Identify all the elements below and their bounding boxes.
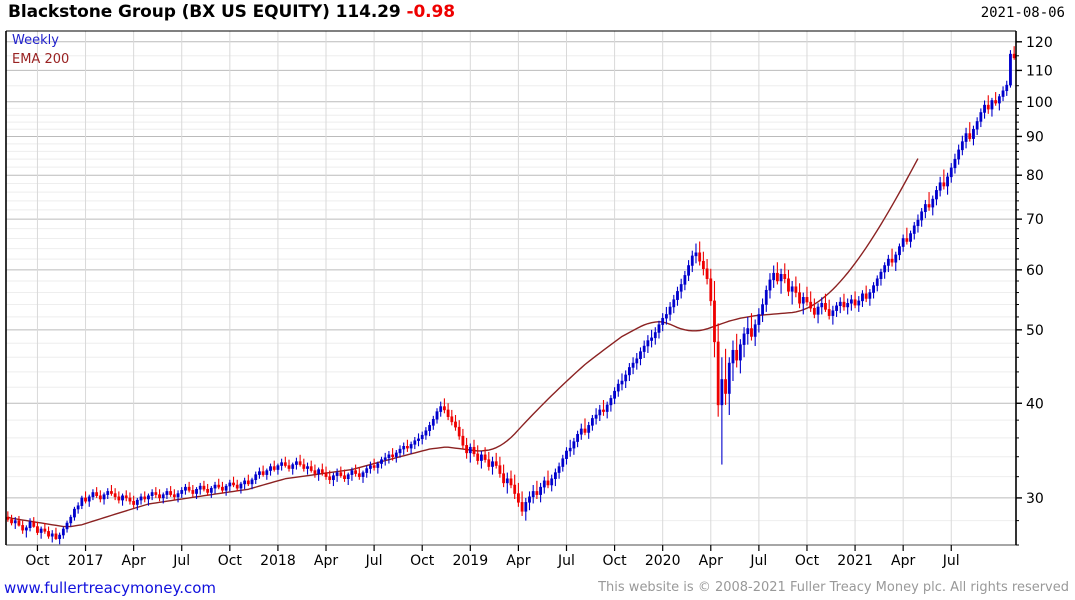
svg-text:2020: 2020 (645, 553, 681, 569)
svg-text:2019: 2019 (452, 553, 488, 569)
svg-text:Apr: Apr (699, 553, 723, 569)
svg-text:Jul: Jul (172, 553, 190, 569)
svg-text:70: 70 (1026, 212, 1044, 228)
svg-text:Apr: Apr (506, 553, 530, 569)
svg-text:40: 40 (1026, 396, 1044, 412)
svg-text:Jul: Jul (365, 553, 383, 569)
svg-text:Oct: Oct (795, 553, 820, 569)
page-title: Blackstone Group (BX US EQUITY) 114.29 -… (8, 2, 455, 22)
as-of-date: 2021-08-06 (980, 5, 1065, 21)
svg-text:Oct: Oct (410, 553, 435, 569)
x-axis-labels: Oct 2017 Apr Jul Oct 2018 Apr Jul Oct 2019 Apr Jul O… (25, 545, 960, 569)
svg-text:30: 30 (1026, 491, 1044, 507)
svg-text:Oct: Oct (602, 553, 627, 569)
grid-major-group (6, 41, 1016, 499)
price-change: -0.98 (406, 2, 455, 22)
svg-text:Jul: Jul (557, 553, 575, 569)
svg-text:2017: 2017 (68, 553, 104, 569)
grid-minor-group (6, 55, 1016, 546)
site-url[interactable]: www.fullertreacymoney.com (4, 579, 217, 597)
svg-text:Oct: Oct (218, 553, 243, 569)
grid-vertical-group (36, 31, 952, 545)
svg-text:Apr: Apr (314, 553, 338, 569)
svg-text:Jul: Jul (749, 553, 767, 569)
svg-text:50: 50 (1026, 323, 1044, 339)
svg-text:100: 100 (1026, 95, 1053, 111)
last-price: 114.29 (335, 2, 401, 22)
svg-text:2018: 2018 (260, 553, 296, 569)
svg-text:110: 110 (1026, 63, 1053, 79)
svg-text:60: 60 (1026, 263, 1044, 279)
svg-text:Jul: Jul (942, 553, 960, 569)
candlestick-series (6, 46, 1016, 545)
legend-ema-200: EMA 200 (12, 52, 70, 67)
svg-text:120: 120 (1026, 35, 1053, 51)
ema-200-line (7, 158, 919, 528)
svg-text:Oct: Oct (25, 553, 50, 569)
y-axis-labels: 30 40 50 60 70 80 90 100 110 120 (1016, 35, 1053, 546)
copyright-notice: This website is © 2008-2021 Fuller Treac… (598, 580, 1069, 595)
instrument-name: Blackstone Group (BX US EQUITY) (8, 2, 330, 22)
plot-frame (5, 30, 1017, 546)
svg-text:2021: 2021 (837, 553, 873, 569)
svg-text:Apr: Apr (891, 553, 915, 569)
svg-text:80: 80 (1026, 168, 1044, 184)
svg-text:Apr: Apr (122, 553, 146, 569)
legend-weekly: Weekly (12, 33, 59, 48)
svg-text:90: 90 (1026, 129, 1044, 145)
